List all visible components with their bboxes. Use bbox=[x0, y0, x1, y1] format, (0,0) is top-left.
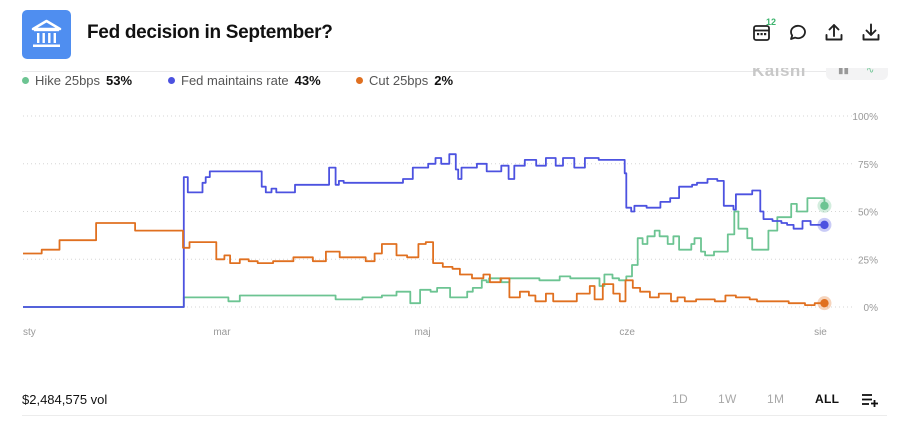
legend-value: 2% bbox=[434, 73, 454, 88]
bank-building-icon bbox=[31, 19, 62, 47]
y-tick-label: 50% bbox=[858, 208, 878, 219]
x-tick-label: maj bbox=[414, 327, 430, 338]
market-logo bbox=[22, 10, 71, 59]
series-end-point bbox=[820, 298, 829, 308]
page-title: Fed decision in September? bbox=[87, 22, 333, 43]
header-divider bbox=[22, 71, 887, 72]
y-tick-label: 75% bbox=[858, 160, 878, 171]
x-tick-label: cze bbox=[619, 327, 635, 338]
legend-value: 53% bbox=[106, 73, 133, 88]
series-end-point bbox=[820, 220, 829, 230]
y-tick-label: 100% bbox=[852, 112, 878, 123]
volume-label: $2,484,575 vol bbox=[22, 392, 108, 407]
playlist-add-icon[interactable] bbox=[861, 392, 879, 408]
calendar-count-badge: 12 bbox=[766, 17, 777, 27]
x-tick-label: sty bbox=[23, 327, 36, 338]
y-tick-label: 0% bbox=[864, 303, 879, 314]
x-tick-label: sie bbox=[814, 327, 827, 338]
legend-value: 43% bbox=[294, 73, 321, 88]
range-all-button[interactable]: ALL bbox=[815, 392, 840, 406]
download-icon[interactable] bbox=[860, 21, 882, 43]
header: Fed decision in September? 12 bbox=[0, 0, 903, 70]
legend-dot-hike bbox=[22, 77, 29, 84]
legend-item-maintain: Fed maintains rate 43% bbox=[168, 73, 321, 88]
range-1m-button[interactable]: 1M bbox=[767, 392, 785, 406]
series-end-point bbox=[820, 201, 829, 210]
series-line-fed-maintains-rate bbox=[23, 153, 825, 308]
share-upload-icon[interactable] bbox=[823, 21, 845, 43]
legend-item-cut: Cut 25bps 2% bbox=[356, 73, 453, 88]
range-1w-button[interactable]: 1W bbox=[718, 392, 737, 406]
range-1d-button[interactable]: 1D bbox=[672, 392, 688, 406]
probability-chart: 0% 25% 50% 75% 100% sty mar maj cze sie bbox=[23, 112, 879, 338]
legend-dot-maintain bbox=[168, 77, 175, 84]
x-tick-label: mar bbox=[213, 327, 231, 338]
comment-icon[interactable] bbox=[787, 21, 809, 43]
line-view-icon[interactable]: ∿ bbox=[866, 68, 875, 76]
legend-label: Cut 25bps bbox=[369, 73, 429, 88]
y-tick-label: 25% bbox=[858, 255, 878, 266]
kalshi-logo: Kalshi bbox=[752, 68, 807, 80]
legend-dot-cut bbox=[356, 77, 363, 84]
series-line-hike-25bps bbox=[23, 197, 826, 308]
series-line-cut-25bps bbox=[23, 222, 825, 306]
bar-view-icon[interactable]: ▮▮ bbox=[838, 68, 850, 76]
legend-item-hike: Hike 25bps 53% bbox=[22, 73, 132, 88]
calendar-icon[interactable] bbox=[752, 21, 774, 43]
footer-divider bbox=[22, 415, 887, 416]
legend-label: Hike 25bps bbox=[35, 73, 101, 88]
legend-label: Fed maintains rate bbox=[181, 73, 289, 88]
chart-view-toggle[interactable]: ▮▮ ∿ bbox=[826, 68, 888, 80]
